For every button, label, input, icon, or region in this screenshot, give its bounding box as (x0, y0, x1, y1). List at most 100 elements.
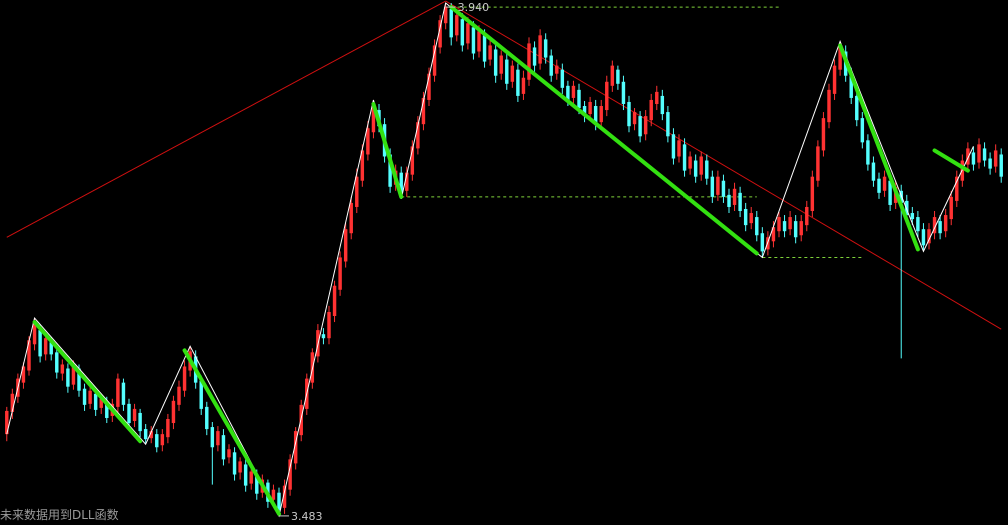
wave-segment (32, 320, 143, 444)
candle (238, 457, 242, 480)
candle-body (910, 213, 915, 220)
candle-body (143, 429, 148, 440)
candle (821, 112, 826, 157)
candle (782, 215, 787, 238)
candle-body (205, 406, 209, 430)
candle-body (599, 106, 603, 123)
candle-body (432, 45, 437, 76)
candle-body (43, 338, 48, 355)
candle (55, 348, 59, 379)
candle-body (466, 23, 470, 44)
candle (182, 360, 187, 397)
candle (977, 138, 981, 169)
candle (505, 53, 509, 90)
candle (627, 95, 631, 133)
candle-body (549, 55, 553, 76)
candle (532, 41, 537, 72)
candle-body (788, 217, 792, 230)
candle-body (866, 140, 870, 165)
candle (649, 93, 653, 127)
candle (616, 65, 620, 90)
candle (971, 146, 976, 171)
candle-body (149, 431, 153, 439)
candle-body (593, 106, 598, 125)
candle (827, 83, 831, 129)
candle (582, 100, 587, 123)
candle (988, 152, 992, 175)
candle-body (588, 101, 592, 115)
candle-body (127, 403, 131, 424)
candle (66, 363, 70, 393)
candle (138, 408, 142, 438)
candle-body (932, 217, 937, 234)
candle (688, 151, 692, 175)
candle-body (582, 106, 587, 117)
candle (610, 60, 615, 92)
candle (455, 9, 459, 42)
candle-body (743, 208, 748, 226)
candle-body (882, 176, 887, 191)
candle (227, 444, 231, 464)
candle-body (555, 65, 559, 74)
candle (416, 116, 420, 155)
candle (871, 156, 876, 187)
candle (932, 211, 937, 240)
candle (805, 200, 809, 232)
candle-body (493, 49, 498, 76)
candle (177, 380, 181, 411)
candle (921, 223, 926, 252)
candle (210, 422, 215, 485)
candle-body (343, 229, 348, 262)
candle-body (532, 47, 537, 66)
candle-body (243, 464, 248, 486)
candle (705, 154, 709, 185)
candle (993, 144, 998, 173)
candle-body (332, 285, 337, 317)
candle-body (577, 89, 581, 109)
candle-body (216, 431, 220, 446)
candle (232, 447, 237, 481)
candle-body (977, 144, 981, 163)
zigzag-group (6, 2, 974, 518)
candle (877, 172, 881, 199)
candle (699, 151, 703, 181)
candle-body (355, 176, 359, 207)
candle-group (5, 3, 1003, 516)
candle-body (227, 449, 231, 458)
candle-body (927, 229, 931, 244)
candle (410, 140, 415, 181)
candle (549, 49, 553, 82)
candle (510, 60, 515, 88)
candle (788, 211, 792, 236)
candle (982, 142, 987, 167)
candle (899, 184, 903, 359)
candle-body (77, 368, 81, 391)
candle (288, 454, 292, 496)
candle-body (277, 492, 281, 510)
candle-body (616, 69, 620, 84)
candle (755, 211, 759, 242)
candle-body (438, 20, 442, 48)
candle-body (816, 146, 820, 181)
candle-body (210, 427, 215, 448)
candle (116, 373, 120, 413)
candle (760, 227, 765, 258)
candle (421, 91, 426, 131)
candle (966, 142, 970, 171)
candle-body (21, 366, 26, 383)
candle-body (693, 160, 698, 177)
candle (338, 251, 342, 296)
candle (360, 144, 365, 187)
wave-segment (371, 101, 404, 199)
candle-body (621, 81, 626, 104)
candle-body (760, 233, 765, 252)
candle (666, 106, 670, 143)
zigzag-line (6, 2, 974, 518)
candle (943, 208, 948, 238)
candle-body (421, 97, 426, 125)
candle-body (32, 322, 37, 345)
candle-body (410, 146, 415, 175)
candle (460, 13, 465, 52)
candle-body (988, 158, 992, 169)
